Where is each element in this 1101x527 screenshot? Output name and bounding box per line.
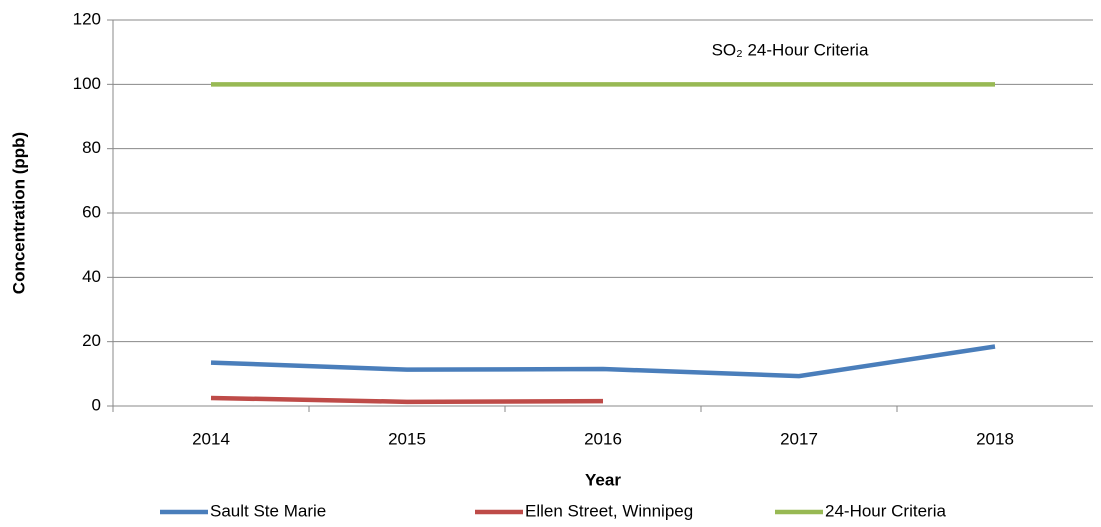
- legend-label: Ellen Street, Winnipeg: [525, 501, 693, 520]
- x-axis-title: Year: [585, 470, 621, 489]
- series-line: [210, 395, 604, 405]
- y-tick-label: 100: [73, 74, 101, 93]
- x-tick-label: 2016: [584, 429, 622, 448]
- y-tick-label: 80: [82, 138, 101, 157]
- legend-label: 24-Hour Criteria: [825, 501, 946, 520]
- y-tick-label: 120: [73, 9, 101, 28]
- x-tick-label: 2014: [192, 429, 230, 448]
- x-tick-label: 2017: [780, 429, 818, 448]
- y-axis-title: Concentration (ppb): [9, 132, 28, 294]
- y-tick-label: 60: [82, 202, 101, 221]
- y-tick-label: 20: [82, 331, 101, 350]
- y-tick-label: 0: [92, 395, 101, 414]
- annotation: SO₂ 24-Hour Criteria: [712, 40, 869, 59]
- legend-label: Sault Ste Marie: [210, 501, 326, 520]
- series-line: [210, 344, 996, 379]
- x-tick-label: 2015: [388, 429, 426, 448]
- x-tick-label: 2018: [976, 429, 1014, 448]
- y-tick-label: 40: [82, 267, 101, 286]
